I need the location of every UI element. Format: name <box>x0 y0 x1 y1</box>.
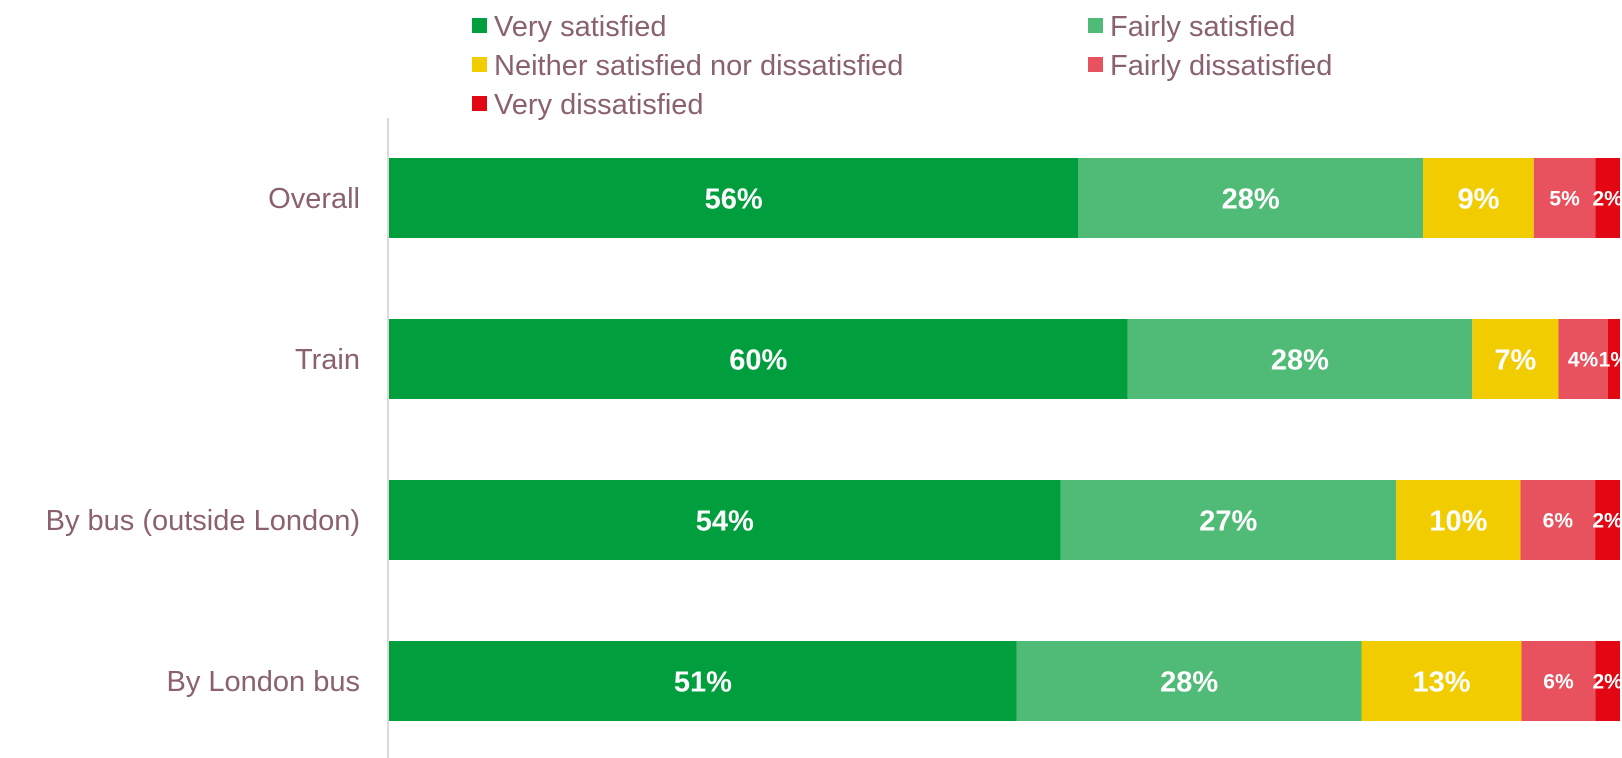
category-label-overall: Overall <box>268 183 360 215</box>
legend-label-very-dissatisfied: Very dissatisfied <box>494 89 704 121</box>
data-label-by-bus-outside-london-fairly-satisfied: 27% <box>1199 505 1257 537</box>
data-label-by-bus-outside-london-neither-satisfied-nor-dissatisfied: 10% <box>1429 505 1487 537</box>
legend-item-fairly-satisfied: Fairly satisfied <box>1088 11 1295 43</box>
category-label-by-bus-outside-london: By bus (outside London) <box>46 505 360 537</box>
data-label-train-fairly-dissatisfied: 4% <box>1568 349 1599 372</box>
legend-swatch-fairly-dissatisfied <box>1088 57 1103 72</box>
legend-swatch-very-satisfied <box>472 18 487 33</box>
bar-segment-overall-fairly-satisfied <box>1078 158 1424 238</box>
bar-segment-overall-neither-satisfied-nor-dissatisfied <box>1423 158 1534 238</box>
bar-segment-train-very-satisfied <box>389 319 1128 399</box>
bar-segment-train-very-dissatisfied <box>1607 319 1620 399</box>
bar-segment-train-fairly-dissatisfied <box>1558 319 1608 399</box>
data-label-overall-fairly-satisfied: 28% <box>1222 183 1280 215</box>
data-label-by-bus-outside-london-very-dissatisfied: 2% <box>1592 510 1622 533</box>
data-label-train-fairly-satisfied: 28% <box>1271 344 1329 376</box>
legend-item-fairly-dissatisfied: Fairly dissatisfied <box>1088 50 1332 82</box>
bar-segment-by-bus-outside-london-very-dissatisfied <box>1595 480 1620 560</box>
bar-segment-by-london-bus-fairly-dissatisfied <box>1521 641 1596 721</box>
bar-segment-by-bus-outside-london-fairly-dissatisfied <box>1520 480 1596 560</box>
legend-label-fairly-satisfied: Fairly satisfied <box>1110 11 1295 43</box>
legend-item-neither-satisfied-nor-dissatisfied: Neither satisfied nor dissatisfied <box>472 50 903 82</box>
bar-segment-train-fairly-satisfied <box>1127 319 1473 399</box>
legend-swatch-neither-satisfied-nor-dissatisfied <box>472 57 487 72</box>
bar-segment-by-london-bus-neither-satisfied-nor-dissatisfied <box>1361 641 1522 721</box>
legend-label-neither-satisfied-nor-dissatisfied: Neither satisfied nor dissatisfied <box>494 50 903 82</box>
legend-item-very-dissatisfied: Very dissatisfied <box>472 89 704 121</box>
data-label-overall-very-dissatisfied: 2% <box>1593 188 1622 211</box>
data-label-by-london-bus-neither-satisfied-nor-dissatisfied: 13% <box>1412 666 1470 698</box>
legend: Very satisfied Fairly satisfied Neither sa… <box>472 11 1332 121</box>
data-label-train-very-satisfied: 60% <box>729 344 787 376</box>
data-label-train-neither-satisfied-nor-dissatisfied: 7% <box>1494 344 1536 376</box>
data-label-overall-fairly-dissatisfied: 5% <box>1549 188 1580 211</box>
data-label-by-london-bus-very-dissatisfied: 2% <box>1593 671 1622 694</box>
data-label-by-london-bus-fairly-dissatisfied: 6% <box>1543 671 1574 694</box>
bar-segment-overall-very-satisfied <box>389 158 1079 238</box>
data-label-train-very-dissatisfied: 1% <box>1599 349 1622 372</box>
legend-label-fairly-dissatisfied: Fairly dissatisfied <box>1110 50 1332 82</box>
data-label-by-bus-outside-london-fairly-dissatisfied: 6% <box>1543 510 1574 533</box>
data-label-overall-neither-satisfied-nor-dissatisfied: 9% <box>1457 183 1499 215</box>
bar-segment-by-london-bus-very-dissatisfied <box>1595 641 1620 721</box>
category-labels: Overall Train By bus (outside London) By Lo… <box>46 183 360 698</box>
bar-segment-by-bus-outside-london-fairly-satisfied <box>1060 480 1397 560</box>
bar-segment-train-neither-satisfied-nor-dissatisfied <box>1472 319 1559 399</box>
data-label-by-london-bus-fairly-satisfied: 28% <box>1160 666 1218 698</box>
bar-segment-by-london-bus-fairly-satisfied <box>1016 641 1362 721</box>
legend-label-very-satisfied: Very satisfied <box>494 11 666 43</box>
bars: 56% 28% 9% 5% 2% 60% 28% 7% 4%1% 54% 27% 10% 6% 2% 51%… <box>389 158 1622 721</box>
data-label-by-bus-outside-london-very-satisfied: 54% <box>696 505 754 537</box>
legend-swatch-fairly-satisfied <box>1088 18 1103 33</box>
bar-segment-by-bus-outside-london-very-satisfied <box>389 480 1061 560</box>
data-label-overall-very-satisfied: 56% <box>705 183 763 215</box>
category-label-train: Train <box>295 344 360 376</box>
category-label-by-london-bus: By London bus <box>167 666 360 698</box>
legend-item-very-satisfied: Very satisfied <box>472 11 666 43</box>
data-label-by-london-bus-very-satisfied: 51% <box>674 666 732 698</box>
bar-segment-overall-very-dissatisfied <box>1595 158 1620 238</box>
legend-swatch-very-dissatisfied <box>472 96 487 111</box>
bar-segment-by-bus-outside-london-neither-satisfied-nor-dissatisfied <box>1396 480 1521 560</box>
bar-segment-by-london-bus-very-satisfied <box>389 641 1017 721</box>
bar-segment-overall-fairly-dissatisfied <box>1533 158 1596 238</box>
